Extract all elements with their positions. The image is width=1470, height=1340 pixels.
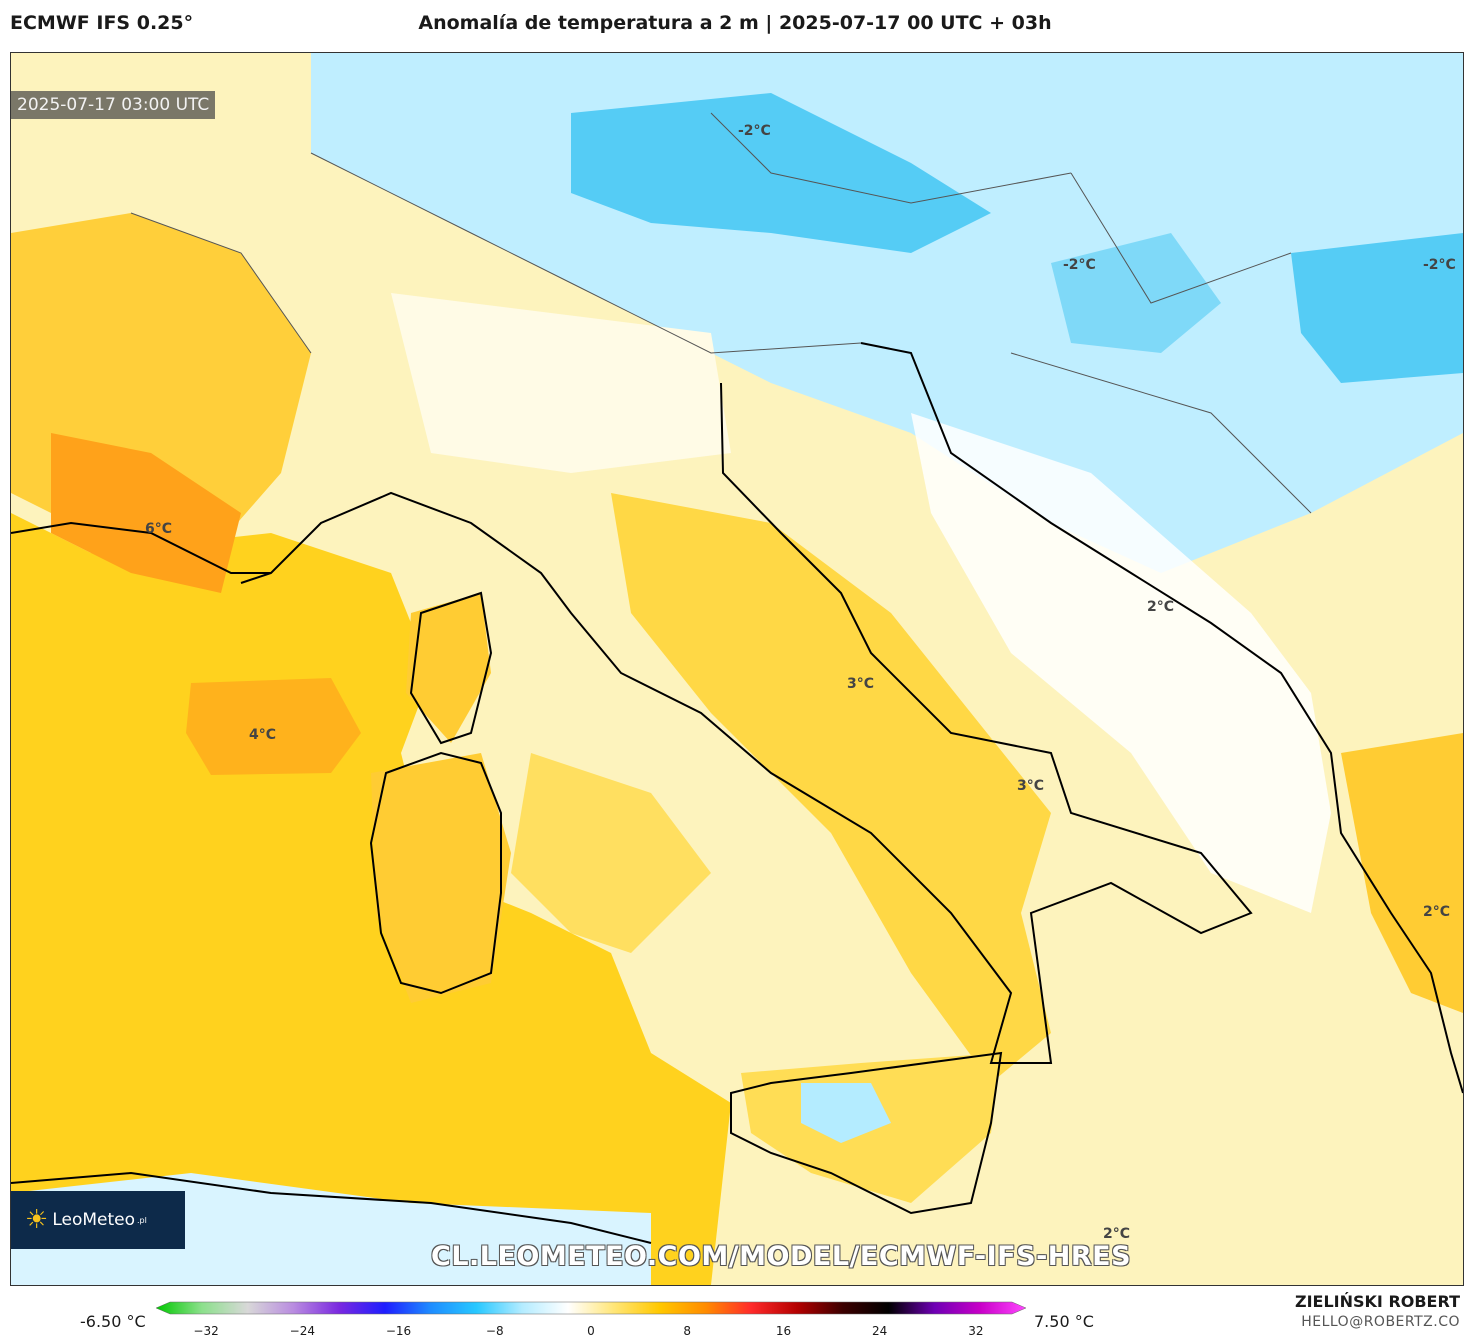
isotherm-label: 3°C — [847, 676, 875, 692]
warm-anomaly-tyrrhenian — [511, 753, 711, 953]
author-contact: HELLO@ROBERTZ.CO — [1301, 1314, 1460, 1330]
coastline-corsica — [409, 591, 493, 745]
national-borders — [130, 112, 1312, 514]
colorbar-tick-label: 24 — [872, 1324, 888, 1338]
colorbar — [156, 1301, 1026, 1315]
source-url: CL.LEOMETEO.COM/MODEL/ECMWF-IFS-HRES — [431, 1241, 1132, 1272]
cold-anomaly-east — [1291, 233, 1463, 383]
isotherm-label: 6°C — [145, 521, 173, 537]
neutral-adriatic — [911, 413, 1331, 913]
coastline-italy — [240, 382, 1253, 1064]
sardinia-warm — [371, 753, 511, 1003]
colorbar-tick-label: 0 — [587, 1324, 595, 1338]
isotherm-label: -2°C — [1423, 257, 1456, 273]
isotherm-label: 2°C — [1103, 1226, 1131, 1242]
model-name: ECMWF IFS 0.25° — [10, 12, 194, 34]
logo-tld: .pl — [137, 1215, 147, 1225]
colorbar-tick-label: 16 — [775, 1324, 792, 1338]
colorbar-tick-label: −32 — [193, 1324, 219, 1338]
coastline-north-africa — [11, 1171, 652, 1244]
map-canvas — [11, 53, 1463, 1285]
temperature-anomaly-map: 2025-07-17 03:00 UTC -2°C -2°C -2°C 6°C … — [10, 52, 1464, 1286]
isotherm-label: 2°C — [1423, 904, 1451, 920]
colorbar-tick-label: 8 — [683, 1324, 692, 1338]
valid-time-label: 2025-07-17 03:00 UTC — [11, 91, 216, 119]
sun-icon: ☀ — [25, 1205, 49, 1235]
sicily-cool-patch — [801, 1083, 891, 1143]
coastline-balkans — [860, 342, 1463, 1094]
strong-warm-patch-6c — [51, 433, 241, 593]
isotherm-label: 4°C — [249, 727, 277, 743]
strong-warm-patch-4c — [186, 678, 361, 775]
colorbar-tick-label: −16 — [385, 1324, 412, 1338]
isotherm-label: 3°C — [1017, 778, 1045, 794]
leometeo-logo: ☀ LeoMeteo .pl — [11, 1191, 185, 1249]
coastline-sardinia — [369, 751, 502, 995]
chart-title: Anomalía de temperatura a 2 m | 2025-07-… — [418, 12, 1052, 34]
coastline-france-spain — [11, 521, 271, 574]
legend-min-value: -6.50 °C — [80, 1312, 146, 1331]
neutral-north-italy — [391, 293, 731, 473]
isotherm-label: -2°C — [738, 123, 771, 139]
cold-anomaly-pannonian — [1051, 233, 1221, 353]
isotherm-label: -2°C — [1063, 257, 1096, 273]
logo-name: LeoMeteo — [52, 1210, 135, 1230]
cold-anomaly-core — [571, 93, 991, 253]
legend-max-value: 7.50 °C — [1034, 1312, 1094, 1331]
colorbar-tick-label: 32 — [968, 1324, 984, 1338]
colorbar-tick-label: −8 — [485, 1324, 504, 1338]
author-name: ZIELIŃSKI ROBERT — [1294, 1292, 1460, 1311]
coastline-sicily — [730, 1051, 1003, 1215]
warm-anomaly-italy — [611, 493, 1051, 1083]
corsica-warm — [406, 593, 491, 743]
warm-anomaly-greece — [1341, 733, 1463, 1013]
colorbar-bar — [156, 1301, 1026, 1315]
isotherm-label: 2°C — [1147, 599, 1175, 615]
colorbar-tick-label: −24 — [289, 1324, 315, 1338]
